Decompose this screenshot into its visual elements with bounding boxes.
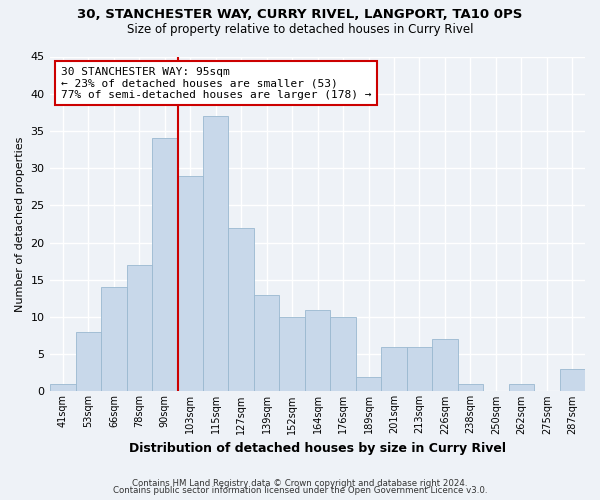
Bar [458,384,483,392]
Bar [356,376,381,392]
Text: Size of property relative to detached houses in Curry Rivel: Size of property relative to detached ho… [127,22,473,36]
Text: 30, STANCHESTER WAY, CURRY RIVEL, LANGPORT, TA10 0PS: 30, STANCHESTER WAY, CURRY RIVEL, LANGPO… [77,8,523,20]
Bar [152,138,178,392]
X-axis label: Distribution of detached houses by size in Curry Rivel: Distribution of detached houses by size … [129,442,506,455]
Bar [305,310,331,392]
Bar [407,346,432,392]
Text: Contains public sector information licensed under the Open Government Licence v3: Contains public sector information licen… [113,486,487,495]
Bar [127,265,152,392]
Bar [381,346,407,392]
Text: Contains HM Land Registry data © Crown copyright and database right 2024.: Contains HM Land Registry data © Crown c… [132,478,468,488]
Text: 30 STANCHESTER WAY: 95sqm
← 23% of detached houses are smaller (53)
77% of semi-: 30 STANCHESTER WAY: 95sqm ← 23% of detac… [61,66,371,100]
Bar [432,340,458,392]
Bar [280,317,305,392]
Bar [560,369,585,392]
Bar [76,332,101,392]
Bar [50,384,76,392]
Bar [331,317,356,392]
Bar [178,176,203,392]
Bar [203,116,229,392]
Bar [229,228,254,392]
Bar [254,294,280,392]
Bar [101,287,127,392]
Y-axis label: Number of detached properties: Number of detached properties [15,136,25,312]
Bar [509,384,534,392]
